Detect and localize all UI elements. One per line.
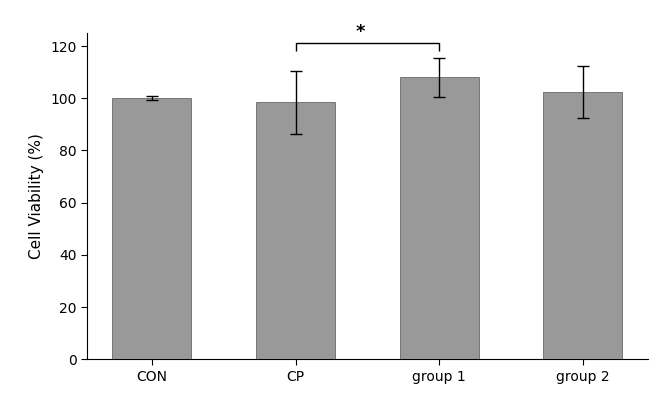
Text: *: * <box>355 24 365 41</box>
Bar <box>544 92 623 359</box>
Bar <box>399 77 479 359</box>
Y-axis label: Cell Viability (%): Cell Viability (%) <box>29 133 45 259</box>
Bar <box>112 98 191 359</box>
Bar <box>256 102 335 359</box>
